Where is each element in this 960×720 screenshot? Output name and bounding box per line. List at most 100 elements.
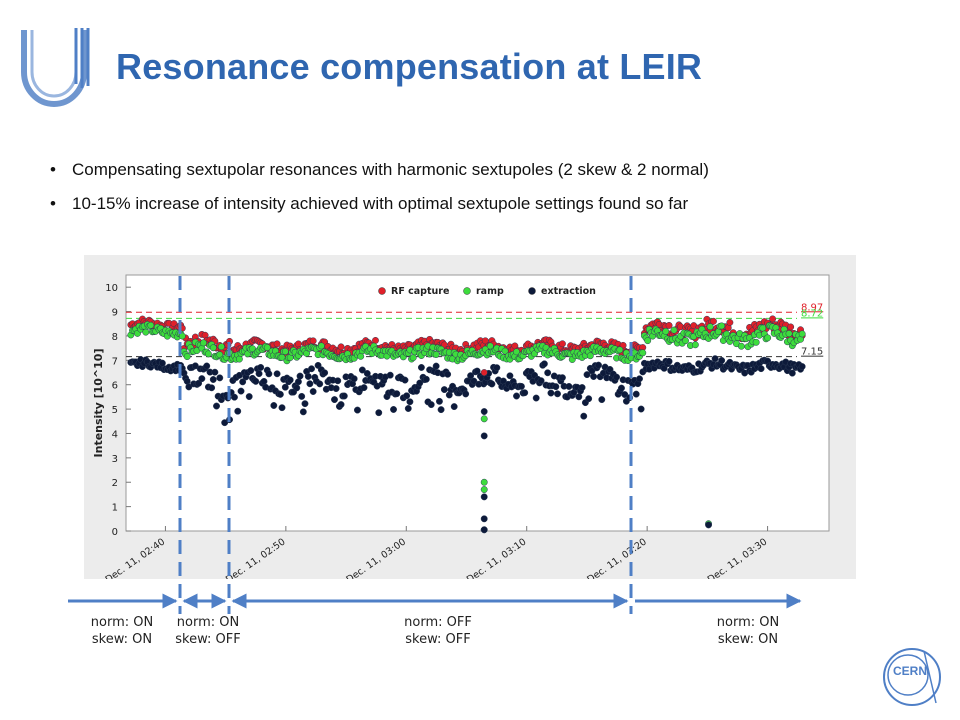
- data-point: [618, 384, 625, 392]
- data-point: [637, 405, 645, 413]
- segment-label-1: norm: ON skew: ON: [57, 614, 187, 648]
- data-point: [231, 393, 238, 401]
- legend-marker: [463, 287, 471, 295]
- data-point: [195, 379, 203, 387]
- data-point: [467, 372, 475, 380]
- legend-label: ramp: [476, 286, 504, 297]
- data-point: [321, 369, 329, 377]
- y-axis-label: Intensity [10^10]: [92, 349, 105, 458]
- data-point: [213, 402, 220, 410]
- data-point: [403, 392, 411, 400]
- data-point: [578, 384, 586, 391]
- data-point: [158, 359, 166, 367]
- data-point: [586, 352, 594, 360]
- data-point: [417, 364, 425, 371]
- data-point: [544, 369, 552, 377]
- data-point: [331, 396, 338, 404]
- segment-norm-label: norm: ON: [90, 615, 154, 630]
- data-point: [665, 321, 673, 329]
- data-point: [308, 365, 315, 373]
- y-tick-label: 10: [105, 283, 118, 294]
- data-point: [558, 374, 566, 382]
- data-point: [234, 407, 242, 415]
- data-point: [183, 353, 191, 361]
- data-point: [404, 405, 412, 412]
- legend-label: extraction: [541, 286, 596, 297]
- data-point: [142, 328, 150, 336]
- data-point: [273, 340, 281, 348]
- y-tick-label: 4: [112, 429, 118, 440]
- bullet-text: 10-15% increase of intensity achieved wi…: [72, 194, 689, 213]
- data-point: [670, 326, 678, 334]
- outlier-point: [480, 526, 488, 534]
- outlier-point: [480, 515, 488, 523]
- y-tick-label: 5: [112, 405, 118, 416]
- y-tick-label: 3: [112, 454, 118, 465]
- segment-skew-label: skew: OFF: [175, 632, 241, 647]
- data-point: [281, 348, 289, 355]
- data-point: [665, 357, 673, 365]
- data-point: [178, 332, 186, 340]
- data-point: [393, 390, 401, 398]
- data-point: [709, 317, 717, 325]
- data-point: [532, 394, 540, 402]
- data-point: [788, 369, 796, 377]
- data-point: [304, 372, 312, 380]
- data-point: [281, 383, 289, 391]
- slide-title: Resonance compensation at LEIR: [116, 46, 703, 87]
- data-point: [358, 366, 366, 374]
- y-tick-label: 6: [112, 381, 118, 392]
- segment-skew-label: skew: ON: [717, 632, 779, 647]
- data-point: [606, 366, 614, 373]
- data-point: [198, 375, 206, 383]
- data-point: [798, 363, 806, 370]
- segment-norm-label: norm: OFF: [404, 615, 472, 630]
- reference-line-label: 8.72: [801, 308, 823, 319]
- data-point: [427, 401, 435, 409]
- data-point: [706, 323, 714, 331]
- segment-norm-label: norm: ON: [176, 615, 240, 630]
- outlier-point: [480, 493, 488, 501]
- bullet-text: Compensating sextupolar resonances with …: [72, 160, 709, 179]
- data-point: [769, 315, 777, 323]
- data-point: [217, 343, 225, 351]
- data-point: [390, 406, 397, 413]
- data-point: [682, 337, 689, 345]
- data-point: [278, 404, 286, 412]
- data-point: [632, 390, 640, 398]
- bullet-list: • Compensating sextupolar resonances with…: [50, 160, 709, 228]
- outlier-point: [480, 408, 488, 415]
- data-point: [401, 376, 409, 384]
- outlier-point: [480, 415, 488, 423]
- data-point: [501, 347, 509, 355]
- y-tick-label: 8: [112, 332, 118, 343]
- segment-skew-label: skew: ON: [91, 632, 153, 647]
- data-point: [636, 375, 643, 383]
- data-point: [462, 390, 470, 398]
- legend-marker: [378, 287, 386, 295]
- data-point: [252, 377, 260, 385]
- data-point: [583, 371, 591, 379]
- data-point: [757, 365, 765, 373]
- data-point: [147, 321, 155, 329]
- data-point: [488, 380, 496, 388]
- data-point: [726, 319, 734, 326]
- data-point: [580, 412, 588, 420]
- data-point: [337, 401, 345, 408]
- data-point: [450, 403, 458, 411]
- data-point: [558, 340, 566, 348]
- data-point: [386, 371, 394, 379]
- data-point: [711, 355, 719, 363]
- data-point: [444, 370, 452, 378]
- data-point: [422, 375, 430, 383]
- bullet-dot: •: [50, 194, 56, 213]
- data-point: [334, 377, 342, 385]
- data-point: [249, 345, 256, 353]
- data-point: [432, 362, 440, 370]
- outlier-point: [480, 369, 488, 376]
- outlier-point: [705, 521, 712, 529]
- y-tick-label: 0: [112, 527, 118, 538]
- bullet-dot: •: [50, 160, 56, 179]
- data-point: [276, 390, 284, 398]
